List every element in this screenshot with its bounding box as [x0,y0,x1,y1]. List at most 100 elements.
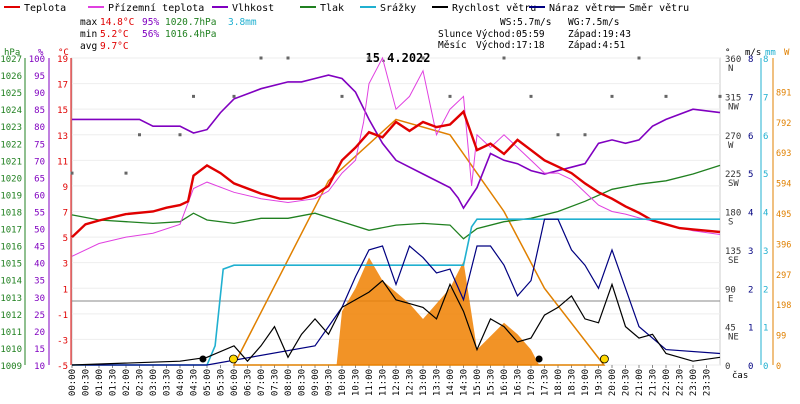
time-tick: 11:00 [365,369,375,396]
temp-axis-tick: 15 [57,106,68,116]
temperature-line [71,109,721,238]
mm-axis-tick: 5 [763,170,768,180]
w-axis-tick: 693 [776,149,791,159]
info-wind-speed: WS:5.7m/s [500,17,551,28]
time-tick: 09:00 [311,369,321,396]
pct-axis-tick: 70 [34,157,45,167]
time-tick: 04:00 [176,369,186,396]
hpa-axis-tick: 1015 [0,260,22,270]
mm-axis-tick: 8 [763,55,768,65]
time-tick: 11:30 [379,369,389,396]
time-tick: 16:00 [500,369,510,396]
ms-axis-tick: 5 [748,170,753,180]
hpa-unit: hPa [4,48,20,58]
stat-rain: 3.8mm [228,17,257,28]
wind-speed-line [71,279,721,366]
time-tick: 06:30 [244,369,254,396]
pct-axis-tick: 85 [34,106,45,116]
time-tick: 01:30 [109,369,119,396]
dir-axis-label: W [728,141,734,151]
info-moon-label: Měsíc [438,40,467,51]
w-axis-tick: 198 [776,301,791,311]
pct-axis-tick: 45 [34,243,45,253]
wind-dir-point [421,56,425,60]
time-tick: 17:30 [541,369,551,396]
dir-axis-label: SE [728,256,739,266]
hpa-axis-tick: 1017 [0,226,22,236]
dir-axis-label: NW [728,102,739,112]
ground-temp-line [71,56,721,257]
temp-axis-tick: 11 [57,157,68,167]
stat-humidity: 95% [142,17,159,28]
wind-dir-point [610,94,614,98]
hpa-axis-tick: 1012 [0,311,22,321]
time-tick: 18:00 [554,369,564,396]
hpa-axis-tick: 1013 [0,294,22,304]
legend-label: Náraz větru [549,2,615,14]
hpa-axis-tick: 1022 [0,140,22,150]
time-tick: 18:30 [568,369,578,396]
dir-axis-tick: 135 [725,247,741,257]
hpa-axis-tick: 1020 [0,174,22,184]
pct-axis-tick: 75 [34,140,45,150]
wind-dir-point [178,133,182,137]
dir-axis-tick: 270 [725,132,741,142]
dir-axis-label: S [728,218,733,228]
time-tick: 13:00 [419,369,429,396]
time-tick: 01:00 [95,369,105,396]
temp-axis-tick: 9 [63,183,68,193]
stat-temp: 5.2°C [100,29,129,40]
wind-gust-line [72,218,721,366]
hpa-axis-tick: 1016 [0,243,22,253]
dir-axis-tick: 315 [725,93,741,103]
wind-dir-point [259,56,263,60]
w-axis-tick: 396 [776,240,791,250]
time-tick: 13:30 [433,369,443,396]
w-axis-tick: 891 [776,88,791,98]
w-axis-tick: 99 [776,332,786,342]
hpa-axis-tick: 1024 [0,106,22,116]
legend-label: Teplota [24,3,66,14]
info-sun-label: Slunce [438,29,473,40]
pct-axis-tick: 90 [34,89,45,99]
time-tick: 15:30 [487,369,497,396]
hpa-axis-tick: 1018 [0,209,22,219]
dir-axis-tick: 180 [725,209,741,219]
sunrise-marker [229,354,238,364]
time-tick: 09:30 [325,369,335,396]
humidity-line [72,74,721,210]
legend-label: Vlhkost [232,3,274,14]
dir-axis-tick: 225 [725,170,741,180]
w-axis-tick: 792 [776,119,791,129]
chart-title: 15.4.2022 [365,51,430,65]
time-tick: 14:30 [460,369,470,396]
time-tick: 16:30 [514,369,524,396]
ms-axis-tick: 0 [748,362,753,372]
moonrise-marker [535,355,543,363]
mm-axis-tick: 2 [763,285,768,295]
time-tick: 03:00 [149,369,159,396]
wind-dir-point [192,94,195,98]
wind-dir-point [556,133,560,137]
temp-axis-tick: -1 [57,311,68,321]
temp-axis-tick: 7 [63,209,68,219]
w-axis-tick: 297 [776,271,791,281]
time-tick: 08:30 [298,369,308,396]
time-tick: 14:00 [446,369,456,396]
legend-label: Přízemní teplota [108,2,204,14]
dir-axis-label: N [728,64,733,74]
pct-axis-tick: 100 [29,55,45,65]
ms-axis-tick: 2 [748,285,753,295]
time-tick: 10:00 [338,369,348,396]
hpa-axis-tick: 1026 [0,72,22,82]
mm-axis-tick: 6 [763,132,768,142]
time-tick: 05:00 [203,369,213,396]
legend-label: Tlak [320,3,344,14]
rain-line [72,218,720,366]
time-tick: 04:30 [190,369,200,396]
time-tick: 08:00 [284,369,294,396]
temp-axis-tick: 3 [63,260,68,270]
stat-label: max [80,17,97,28]
wind-dir-point [70,171,74,175]
